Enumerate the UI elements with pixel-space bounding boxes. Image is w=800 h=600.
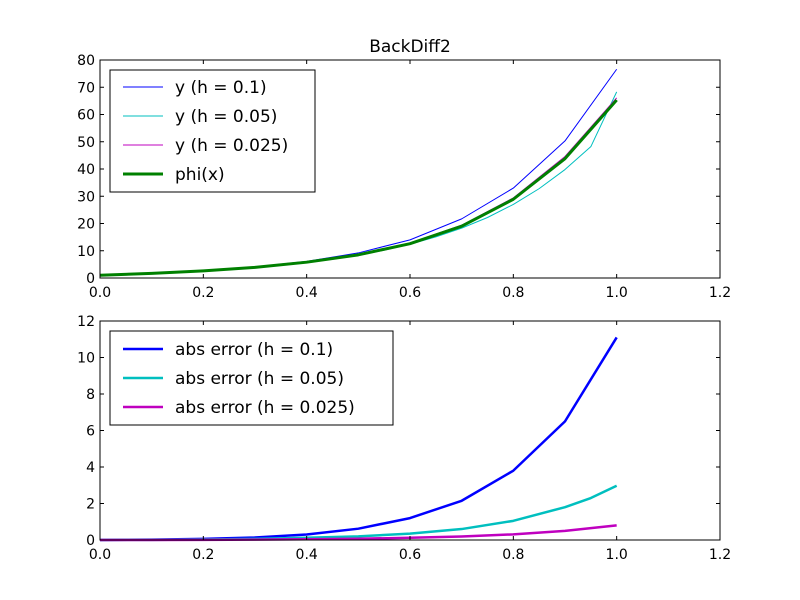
x-tick-label: 0.8 xyxy=(502,547,524,563)
y-tick-label: 12 xyxy=(77,314,95,330)
bottom-axis-ticks: 0.0 0.2 0.4 0.6 0.8 1.0 1.2 0 2 4 6 8 10 12 xyxy=(77,314,731,563)
y-tick-label: 10 xyxy=(77,351,95,367)
x-tick-label: 1.2 xyxy=(709,285,731,301)
x-tick-label: 0.4 xyxy=(296,285,318,301)
y-tick-label: 6 xyxy=(86,424,95,440)
legend-label-phi: phi(x) xyxy=(175,165,225,185)
legend-label-abs-error-h-0-05: abs error (h = 0.05) xyxy=(175,369,344,389)
x-tick-label: 1.0 xyxy=(606,547,628,563)
y-tick-label: 0 xyxy=(86,533,95,549)
x-tick-label: 0.0 xyxy=(89,285,111,301)
y-tick-label: 4 xyxy=(86,460,95,476)
y-tick-label: 0 xyxy=(86,271,95,287)
y-tick-label: 50 xyxy=(77,135,95,151)
legend-label-abs-error-h-0-1: abs error (h = 0.1) xyxy=(175,340,333,360)
x-tick-label: 0.2 xyxy=(192,285,214,301)
y-tick-label: 40 xyxy=(77,162,95,178)
x-tick-label: 0.2 xyxy=(192,547,214,563)
top-axis-ticks: 0.0 0.2 0.4 0.6 0.8 1.0 1.2 0 10 20 30 40 50 60 70 80 xyxy=(77,53,731,301)
bottom-legend: abs error (h = 0.1) abs error (h = 0.05)… xyxy=(109,330,394,426)
y-tick-label: 2 xyxy=(86,497,95,513)
y-tick-label: 60 xyxy=(77,108,95,124)
x-tick-label: 0.6 xyxy=(399,285,421,301)
x-tick-label: 0.4 xyxy=(296,547,318,563)
y-tick-label: 8 xyxy=(86,387,95,403)
legend-label-abs-error-h-0-025: abs error (h = 0.025) xyxy=(175,398,355,418)
top-subplot: BackDiff2 0.0 0.2 0.4 0.6 0.8 1.0 1.2 0 10 20 30 40… xyxy=(77,37,731,301)
top-legend: y (h = 0.1) y (h = 0.05) y (h = 0.025) p… xyxy=(109,69,316,193)
x-tick-label: 0.0 xyxy=(89,547,111,563)
x-tick-label: 1.0 xyxy=(606,285,628,301)
x-tick-label: 1.2 xyxy=(709,547,731,563)
x-tick-label: 0.6 xyxy=(399,547,421,563)
top-legend-box xyxy=(109,69,316,193)
bottom-subplot: 0.0 0.2 0.4 0.6 0.8 1.0 1.2 0 2 4 6 8 10 12 abs error… xyxy=(77,314,731,563)
y-tick-label: 80 xyxy=(77,53,95,69)
y-tick-label: 30 xyxy=(77,189,95,205)
chart-title: BackDiff2 xyxy=(369,37,451,57)
legend-label-y-h-0-1: y (h = 0.1) xyxy=(175,78,267,98)
x-tick-label: 0.8 xyxy=(502,285,524,301)
legend-label-y-h-0-025: y (h = 0.025) xyxy=(175,136,288,156)
legend-label-y-h-0-05: y (h = 0.05) xyxy=(175,107,277,127)
top-plot-lines xyxy=(99,68,618,277)
series-line-phi-x xyxy=(99,99,618,277)
y-tick-label: 70 xyxy=(77,80,95,96)
y-tick-label: 10 xyxy=(77,244,95,260)
y-tick-label: 20 xyxy=(77,217,95,233)
